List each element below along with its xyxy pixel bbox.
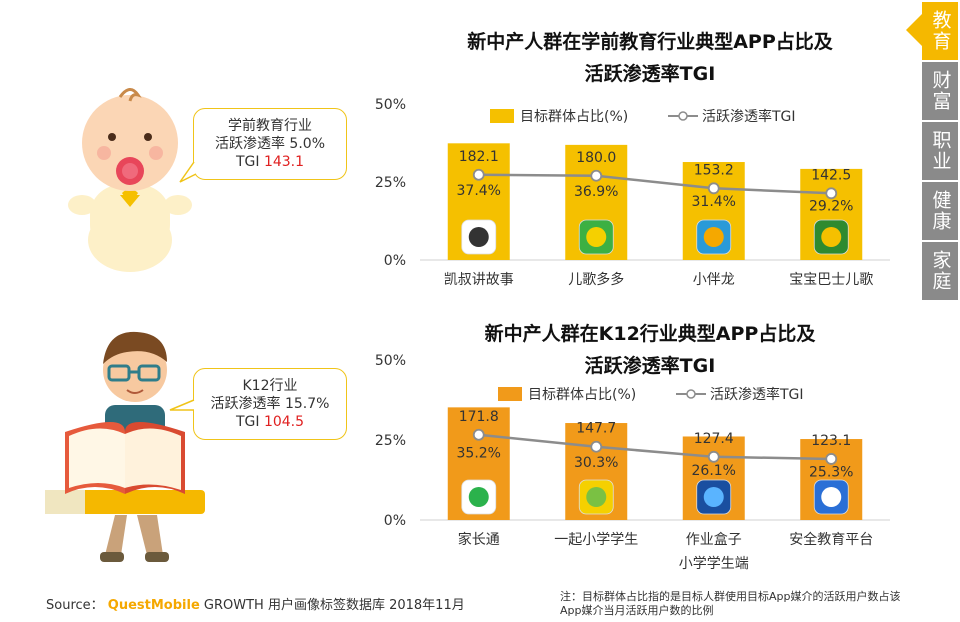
bar-value-label: 36.9%	[574, 184, 618, 200]
student-illustration	[45, 331, 205, 562]
source-text: GROWTH 用户画像标签数据库 2018年11月	[203, 598, 465, 613]
legend-label-line: 活跃渗透率TGI	[702, 108, 796, 125]
chart2-title-line2: 活跃渗透率TGI	[584, 355, 716, 377]
source-prefix: Source：	[46, 598, 104, 613]
callout1-line2: 活跃渗透率 5.0%	[214, 136, 326, 152]
legend-label-bar: 目标群体占比(%)	[528, 387, 636, 403]
app-icon	[813, 219, 849, 255]
tab-career[interactable]: 职业	[922, 122, 958, 180]
app-icon	[461, 219, 497, 255]
app-icon	[461, 479, 497, 515]
tab-education[interactable]: 教育	[906, 2, 958, 60]
tgi-value-label: 123.1	[811, 433, 851, 449]
category-tabs: 教育 财富 职业 健康 家庭	[906, 2, 960, 302]
category-label: 儿歌多多	[568, 271, 624, 288]
callout2-tgi: TGI 104.5	[194, 413, 346, 431]
callout2-line2: 活跃渗透率 15.7%	[210, 396, 330, 412]
bar-value-label: 35.2%	[457, 445, 501, 461]
category-label: 宝宝巴士儿歌	[789, 272, 873, 288]
tgi-value-label: 147.7	[576, 421, 616, 437]
callout1-tgi-value: 143.1	[263, 154, 305, 170]
chart1-title-line1: 新中产人群在学前教育行业典型APP占比及	[467, 31, 833, 53]
source-line: Source： QuestMobile GROWTH 用户画像标签数据库 201…	[46, 594, 465, 613]
callout1-tgi: TGI 143.1	[194, 153, 346, 171]
tgi-value-label: 171.8	[459, 409, 499, 425]
category-label: 小伴龙	[693, 272, 735, 288]
tab-wealth[interactable]: 财富	[922, 62, 958, 120]
chart-k12: 50% 25% 0% 目标群体占比(%) 活跃渗透率TGI 35.2% 家长通 30.3% 一起…	[375, 353, 890, 572]
tgi-point	[472, 168, 485, 181]
tab-family[interactable]: 家庭	[922, 242, 958, 300]
app-icon	[696, 219, 732, 255]
category-label: 一起小学学生	[554, 532, 638, 548]
legend-swatch-bar	[498, 387, 522, 401]
tgi-point	[590, 169, 603, 182]
tab-health[interactable]: 健康	[922, 182, 958, 240]
y-tick-label: 50%	[375, 97, 406, 113]
app-icon	[578, 219, 614, 255]
brand-name: QuestMobile	[107, 598, 200, 613]
tgi-value-label: 180.0	[576, 150, 616, 166]
chart1-title: 新中产人群在学前教育行业典型APP占比及 活跃渗透率TGI	[380, 26, 920, 90]
callout1-pointer	[179, 161, 197, 183]
tgi-value-label: 153.2	[694, 162, 734, 178]
category-label: 安全教育平台	[789, 531, 873, 548]
legend-marker-line	[678, 111, 688, 121]
callout2-pointer	[169, 399, 195, 411]
app-icon	[696, 479, 732, 515]
callout2-tgi-prefix: TGI	[235, 414, 264, 430]
baby-illustration	[68, 88, 192, 272]
category-label: 家长通	[458, 531, 500, 548]
footnote: 注：目标群体占比指的是目标人群使用目标App媒介的活跃用户数占该App媒介当月活…	[560, 590, 901, 617]
preschool-callout: 学前教育行业 活跃渗透率 5.0% TGI 143.1	[193, 108, 347, 180]
callout2-tgi-value: 104.5	[263, 414, 305, 430]
tgi-value-label: 127.4	[694, 431, 734, 447]
y-tick-label: 0%	[384, 513, 406, 529]
tgi-point	[707, 450, 720, 463]
tgi-point	[707, 182, 720, 195]
bar-value-label: 26.1%	[692, 463, 736, 479]
legend-label-bar: 目标群体占比(%)	[520, 109, 628, 125]
y-tick-label: 25%	[375, 433, 406, 449]
y-tick-label: 25%	[375, 175, 406, 191]
chart2-title: 新中产人群在K12行业典型APP占比及 活跃渗透率TGI	[380, 318, 920, 382]
chart-preschool: 50% 25% 0% 目标群体占比(%) 活跃渗透率TGI 37.4% 凯叔讲故事 36.9%…	[375, 97, 890, 288]
tgi-line	[478, 173, 832, 195]
y-tick-label: 0%	[384, 253, 406, 269]
app-icon	[813, 479, 849, 515]
tgi-value-label: 142.5	[811, 167, 851, 183]
tgi-line	[478, 433, 832, 461]
category-label: 作业盒子	[686, 531, 742, 548]
callout1-line1: 学前教育行业	[228, 118, 312, 134]
tgi-point	[825, 187, 838, 200]
tgi-point	[472, 428, 485, 441]
y-tick-label: 50%	[375, 353, 406, 369]
bar-value-label: 29.2%	[809, 198, 853, 214]
legend-label-line: 活跃渗透率TGI	[710, 386, 804, 403]
bar-value-label: 30.3%	[574, 455, 618, 471]
category-label: 凯叔讲故事	[444, 272, 514, 288]
app-icon	[578, 479, 614, 515]
legend-swatch-bar	[490, 109, 514, 123]
tgi-value-label: 182.1	[459, 149, 499, 165]
bar-value-label: 31.4%	[692, 194, 736, 210]
tgi-point	[590, 440, 603, 453]
category-label: 小学学生端	[679, 556, 749, 572]
callout2-line1: K12行业	[242, 378, 298, 394]
bar-value-label: 25.3%	[809, 464, 853, 480]
tgi-point	[825, 453, 838, 465]
chart1-title-line2: 活跃渗透率TGI	[584, 63, 716, 85]
bar-value-label: 37.4%	[457, 183, 501, 199]
callout1-tgi-prefix: TGI	[235, 154, 264, 170]
chart2-title-line1: 新中产人群在K12行业典型APP占比及	[484, 323, 816, 345]
legend-marker-line	[686, 389, 696, 399]
k12-callout: K12行业 活跃渗透率 15.7% TGI 104.5	[193, 368, 347, 440]
